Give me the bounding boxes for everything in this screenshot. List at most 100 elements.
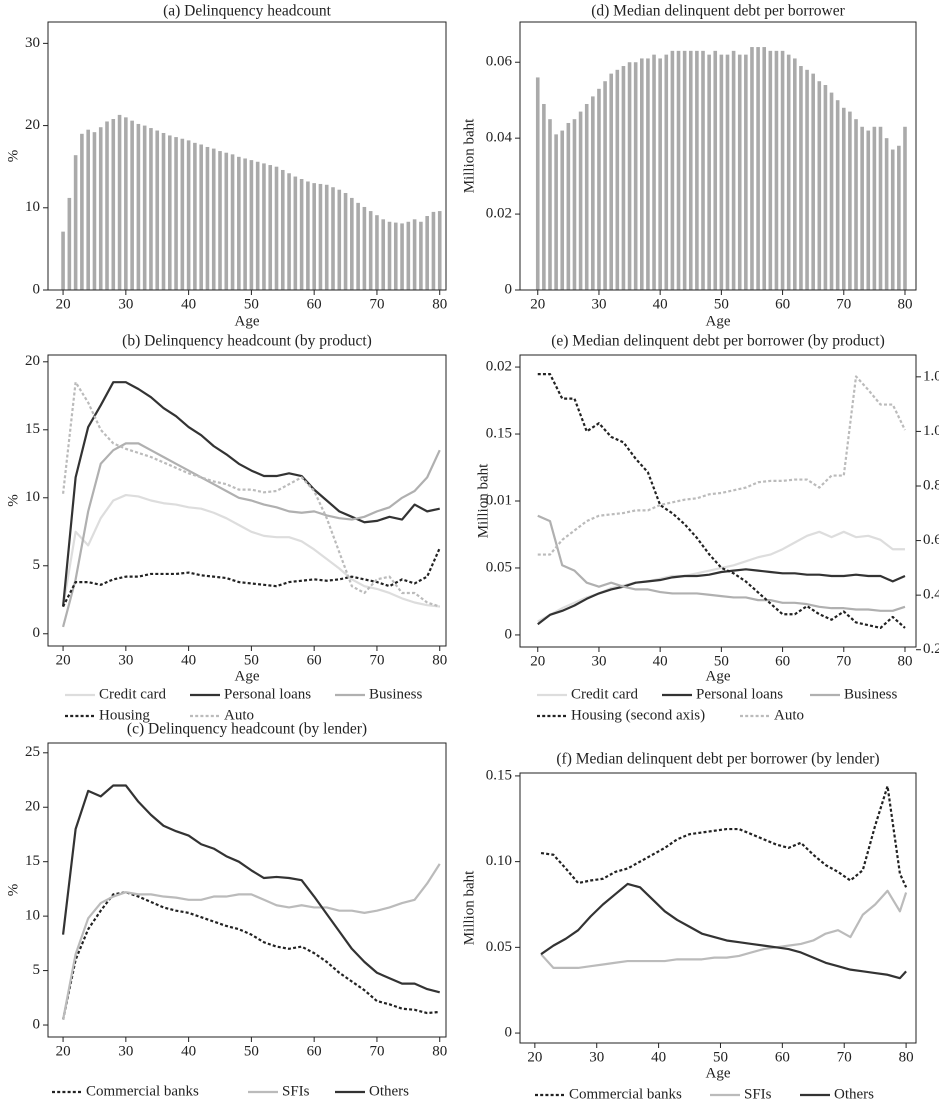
x-tick-label: 50 <box>244 1043 259 1059</box>
bar <box>437 211 442 290</box>
y-tick-label: 20 <box>25 117 40 133</box>
y-tick-label: 15 <box>25 421 40 437</box>
x-tick-label: 60 <box>775 653 790 669</box>
x-axis-label: Age <box>706 1065 731 1081</box>
bar <box>312 183 316 290</box>
legend-label: Commercial banks <box>569 1086 682 1102</box>
bar <box>368 211 373 290</box>
y-tick-label: 5 <box>33 557 41 573</box>
bar <box>866 130 871 290</box>
x-tick-label: 80 <box>432 296 447 312</box>
bar <box>878 126 883 290</box>
series-line <box>61 381 440 607</box>
y-tick-label: 0.15 <box>486 767 512 783</box>
chart-title: (f) Median delinquent debt per borrower … <box>556 751 879 768</box>
bar <box>768 50 773 291</box>
bar <box>318 183 323 290</box>
legend-label: SFIs <box>282 1083 310 1099</box>
bar <box>375 215 379 290</box>
y-tick-label: 30 <box>25 35 40 51</box>
bar <box>676 50 681 291</box>
y-tick-label: 10 <box>25 489 40 505</box>
legend-label: Others <box>369 1083 409 1099</box>
y-axis-label: % <box>5 150 21 163</box>
y-tick-label: 0.02 <box>486 206 512 222</box>
bar <box>658 58 662 290</box>
legend-label: Others <box>834 1086 874 1102</box>
series-line <box>540 889 908 970</box>
bar <box>425 216 429 290</box>
x-tick-label: 80 <box>432 1043 447 1059</box>
bar <box>211 148 216 290</box>
y-tick-label: 0.15 <box>486 425 512 441</box>
y-axis-label: % <box>5 494 21 507</box>
x-axis-label: Age <box>706 668 731 684</box>
chart-title: (c) Delinquency headcount (by lender) <box>127 721 367 738</box>
bar <box>603 81 607 290</box>
legend-label: Auto <box>774 707 804 723</box>
x-tick-label: 50 <box>714 653 729 669</box>
bar <box>117 114 122 290</box>
bar <box>799 66 803 290</box>
bar <box>186 140 191 290</box>
bar <box>731 50 736 291</box>
bar <box>92 132 97 290</box>
series-line <box>61 863 441 1020</box>
bar <box>884 138 889 290</box>
x-tick-label: 50 <box>244 652 259 668</box>
bar <box>652 54 656 291</box>
bar <box>835 100 840 290</box>
bar <box>560 130 565 290</box>
bar <box>762 47 767 290</box>
bar <box>597 88 601 290</box>
x-tick-label: 70 <box>369 296 384 312</box>
x-tick-label: 80 <box>899 1049 914 1065</box>
x-tick-label: 20 <box>527 1049 542 1065</box>
bar <box>701 50 705 291</box>
bar <box>774 50 779 291</box>
series-line <box>62 547 441 608</box>
y2-tick-label: 1.0 <box>923 368 939 384</box>
legend-label: Credit card <box>99 686 167 702</box>
bar <box>337 189 342 290</box>
x-tick-label: 70 <box>837 1049 852 1065</box>
x-tick-label: 40 <box>653 653 668 669</box>
bar <box>750 47 754 290</box>
bar <box>554 134 558 290</box>
bar <box>161 132 166 290</box>
x-tick-label: 30 <box>118 652 133 668</box>
bar <box>381 219 386 290</box>
bar <box>890 149 895 290</box>
bar <box>535 77 540 291</box>
bar <box>98 127 103 291</box>
bar <box>566 122 571 290</box>
legend-label: Commercial banks <box>86 1083 199 1099</box>
x-tick-label: 40 <box>181 296 196 312</box>
x-tick-label: 80 <box>897 296 912 312</box>
bar <box>155 130 160 290</box>
x-tick-label: 40 <box>653 296 668 312</box>
legend-label: Housing (second axis) <box>571 707 705 723</box>
y-tick-label: 0 <box>33 281 41 297</box>
x-tick-label: 40 <box>181 652 196 668</box>
y-tick-label: 25 <box>25 744 40 760</box>
legend-label: Housing <box>99 707 150 723</box>
bar <box>180 138 185 290</box>
bar <box>362 206 367 290</box>
bar <box>205 146 210 290</box>
bar <box>287 173 291 290</box>
bar <box>199 144 203 290</box>
bar <box>224 152 229 290</box>
bar <box>805 69 809 291</box>
y-tick-label: 0.10 <box>486 853 512 869</box>
x-tick-label: 60 <box>775 1049 790 1065</box>
bar <box>174 137 178 290</box>
bar <box>872 126 877 290</box>
bar <box>431 211 436 290</box>
legend-label: Credit card <box>571 686 639 702</box>
bar <box>293 176 298 290</box>
bar <box>848 111 852 291</box>
bar <box>419 221 423 290</box>
bar <box>406 221 411 290</box>
bar <box>274 166 279 290</box>
